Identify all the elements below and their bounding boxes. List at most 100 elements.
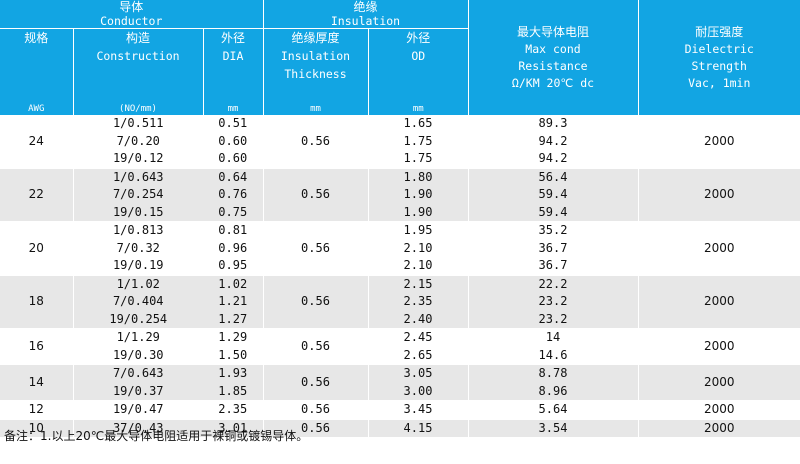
dia-cell: 1.85 — [203, 382, 264, 401]
resistance-cell: 8.78 — [468, 364, 639, 383]
footnote: 备注：1.以上20℃最大导体电阻适用于裸铜或镀锡导体。 — [4, 429, 309, 443]
table-row: 7/0.254 0.76 1.90 59.4 — [0, 186, 800, 204]
construction-cell: 1/1.02 — [73, 274, 203, 293]
table-row: 7/0.32 0.96 2.10 36.7 — [0, 239, 800, 257]
dia-cell: 0.75 — [203, 203, 264, 222]
awg-cell: 16 — [0, 328, 74, 365]
dia-header: 外径 DIA mm — [203, 28, 264, 115]
resistance-cell: 94.2 — [468, 150, 639, 168]
max-resistance-header-unit: Ω/KM 20℃ dc — [511, 75, 595, 90]
dia-header-en: DIA — [222, 49, 244, 63]
table-row: 10 37/0.43 3.01 0.56 4.15 3.54 2000 — [0, 418, 800, 437]
resistance-cell: 36.7 — [468, 257, 639, 275]
dielectric-cell: 2000 — [638, 328, 800, 365]
resistance-cell: 59.4 — [468, 203, 639, 222]
construction-cell: 7/0.643 — [73, 364, 203, 383]
dia-cell: 0.51 — [203, 115, 264, 133]
construction-header-unit: (NO/mm) — [119, 104, 157, 114]
od-cell: 2.15 — [368, 274, 469, 293]
od-cell: 1.75 — [368, 132, 469, 150]
insulation-thickness-cell: 0.56 — [263, 364, 369, 401]
dielectric-cell: 2000 — [638, 115, 800, 168]
construction-cell: 1/0.813 — [73, 221, 203, 240]
awg-cell: 24 — [0, 115, 74, 168]
od-cell: 1.80 — [368, 167, 469, 186]
construction-cell: 19/0.254 — [73, 310, 203, 329]
od-cell: 2.10 — [368, 257, 469, 275]
od-cell: 2.10 — [368, 239, 469, 257]
construction-cell: 1/0.643 — [73, 167, 203, 186]
od-cell: 1.90 — [368, 186, 469, 204]
od-cell: 3.05 — [368, 364, 469, 383]
table-row: 7/0.20 0.60 1.75 94.2 — [0, 132, 800, 150]
dielectric-header-en1: Dielectric — [684, 41, 754, 56]
table-row: 22 1/0.643 0.64 0.56 1.80 56.4 2000 — [0, 167, 800, 222]
resistance-cell: 22.2 — [468, 274, 639, 293]
table-row: 20 1/0.813 0.81 0.56 1.95 35.2 2000 — [0, 221, 800, 275]
construction-header-en: Construction — [96, 49, 180, 63]
conductor-header-cn: 导体 — [119, 0, 144, 14]
resistance-cell: 23.2 — [468, 310, 639, 329]
resistance-cell: 94.2 — [468, 132, 639, 150]
od-cell: 2.35 — [368, 293, 469, 311]
od-cell: 1.90 — [368, 203, 469, 222]
dielectric-cell: 2000 — [638, 364, 800, 401]
od-cell: 2.40 — [368, 310, 469, 329]
table-row: 19/0.37 1.85 3.00 8.96 — [0, 382, 800, 401]
od-cell: 2.45 — [368, 328, 469, 347]
table-row: 19/0.19 0.95 2.10 36.7 — [0, 257, 800, 275]
construction-cell: 19/0.47 — [73, 400, 203, 419]
insulation-thickness-cell: 0.56 — [263, 274, 369, 329]
resistance-cell: 35.2 — [468, 221, 639, 240]
table-row: 19/0.30 1.50 2.65 14.6 — [0, 346, 800, 365]
dielectric-header-unit: Vac, 1min — [688, 75, 751, 90]
spec-table-body: 24 1/0.511 0.51 0.56 1.65 89.3 2000 7/0.20 0.60 1… — [0, 115, 800, 437]
resistance-cell: 8.96 — [468, 382, 639, 401]
dielectric-cell: 2000 — [638, 167, 800, 222]
resistance-cell: 56.4 — [468, 167, 639, 186]
dia-cell: 0.95 — [203, 257, 264, 275]
resistance-cell: 3.54 — [468, 418, 639, 437]
table-row: 16 1/1.29 1.29 0.56 2.45 14 2000 — [0, 328, 800, 365]
insulation-header-cn: 绝缘 — [353, 0, 378, 14]
construction-cell: 7/0.254 — [73, 186, 203, 204]
od-cell: 2.65 — [368, 346, 469, 365]
dia-cell: 0.60 — [203, 132, 264, 150]
conductor-group-header: 导体 Conductor — [0, 0, 264, 29]
table-row: 24 1/0.511 0.51 0.56 1.65 89.3 2000 — [0, 115, 800, 168]
dia-cell: 0.64 — [203, 167, 264, 186]
max-resistance-header-en2: Resistance — [518, 58, 588, 73]
max-resistance-header-en1: Max cond — [525, 41, 581, 56]
od-cell: 3.00 — [368, 382, 469, 401]
awg-cell: 22 — [0, 167, 74, 222]
dia-cell: 1.21 — [203, 293, 264, 311]
dia-cell: 1.29 — [203, 328, 264, 347]
dia-cell: 1.50 — [203, 346, 264, 365]
insulation-thickness-header-en2: Thickness — [284, 67, 347, 81]
table-row: 19/0.12 0.60 1.75 94.2 — [0, 150, 800, 168]
od-cell: 1.75 — [368, 150, 469, 168]
insulation-thickness-cell: 0.56 — [263, 328, 369, 365]
od-cell: 3.45 — [368, 400, 469, 419]
dia-cell: 0.96 — [203, 239, 264, 257]
construction-cell: 7/0.404 — [73, 293, 203, 311]
awg-cell: 18 — [0, 274, 74, 329]
dielectric-cell: 2000 — [638, 221, 800, 275]
insulation-thickness-header-en1: Insulation — [280, 49, 351, 63]
od-header-unit: mm — [412, 104, 424, 114]
insulation-thickness-header-cn: 绝缘厚度 — [291, 31, 340, 45]
conductor-header-en: Conductor — [100, 14, 163, 28]
construction-cell: 19/0.12 — [73, 150, 203, 168]
insulation-thickness-cell: 0.56 — [263, 221, 369, 275]
dielectric-header-en2: Strength — [691, 58, 747, 73]
dia-cell: 0.81 — [203, 221, 264, 240]
od-cell: 1.95 — [368, 221, 469, 240]
insulation-thickness-cell: 0.56 — [263, 400, 369, 419]
awg-cell: 10 — [0, 418, 74, 437]
resistance-cell: 89.3 — [468, 115, 639, 133]
resistance-cell: 14 — [468, 328, 639, 347]
resistance-cell: 36.7 — [468, 239, 639, 257]
table-row: 12 19/0.47 2.35 0.56 3.45 5.64 2000 — [0, 400, 800, 419]
od-header-cn: 外径 — [406, 31, 431, 45]
construction-header-cn: 构造 — [125, 31, 150, 45]
